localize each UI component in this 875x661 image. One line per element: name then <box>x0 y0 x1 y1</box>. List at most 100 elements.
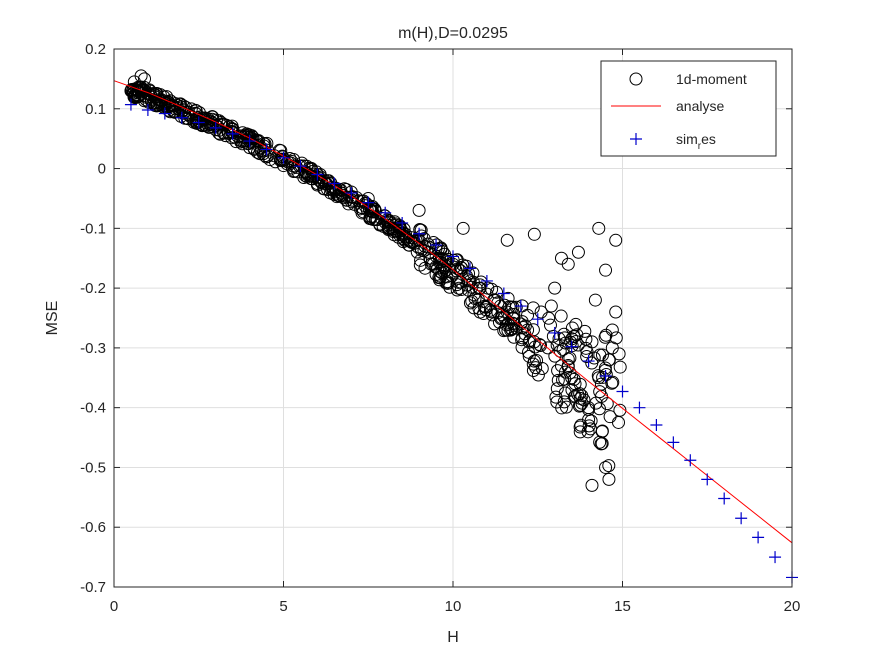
scatter-point <box>598 330 612 344</box>
sim-point <box>124 98 137 111</box>
scatter-point <box>585 356 599 370</box>
scatter-point <box>605 341 619 355</box>
scatter-point <box>541 341 555 355</box>
y-tick-label: -0.6 <box>80 519 106 536</box>
scatter-point <box>569 335 583 349</box>
sim-point <box>548 326 561 339</box>
scatter-point <box>324 186 338 200</box>
scatter-point <box>582 401 596 415</box>
sim-point <box>497 287 510 300</box>
sim-point <box>718 492 731 505</box>
scatter-point <box>182 108 196 122</box>
scatter-point <box>298 169 312 183</box>
sim-point <box>599 369 612 382</box>
scatter-point <box>548 281 562 295</box>
scatter-point <box>138 72 152 86</box>
legend-label-sim-tail: es <box>701 131 716 147</box>
y-tick-label: -0.1 <box>80 220 106 237</box>
legend-label-1d-moment: 1d-moment <box>676 71 747 87</box>
scatter-point <box>567 372 581 386</box>
scatter-point <box>527 354 541 368</box>
sim-point <box>430 239 443 252</box>
scatter-point <box>378 209 392 223</box>
scatter-point <box>599 263 613 277</box>
scatter-point <box>551 373 565 387</box>
scatter-point <box>141 87 155 101</box>
scatter-point <box>605 376 619 390</box>
scatter-point <box>609 305 623 319</box>
scatter-point <box>558 386 572 400</box>
scatter-point <box>263 153 277 167</box>
scatter-point <box>522 349 536 363</box>
scatter-point <box>599 460 613 474</box>
sim-point <box>311 168 324 181</box>
scatter-point <box>568 377 582 391</box>
scatter-point <box>276 150 290 164</box>
scatter-point <box>353 202 367 216</box>
sim-point <box>396 216 409 229</box>
scatter-point <box>613 360 627 374</box>
scatter-point <box>205 110 219 124</box>
legend-marker-plus <box>630 133 642 145</box>
ticks: 0 5 10 15 20 0.2 0.1 0 -0.1 -0.2 -0.3 -0.4 -0.5 -0.6 -… <box>80 41 800 615</box>
scatter-point <box>602 459 616 473</box>
scatter-point <box>589 396 603 410</box>
scatter-point <box>526 301 540 315</box>
scatter-point <box>414 253 428 267</box>
scatter-point <box>202 120 216 134</box>
scatter-point <box>456 221 470 235</box>
scatter-point <box>229 135 243 149</box>
scatter-point <box>321 182 335 196</box>
sim-point <box>226 127 239 140</box>
scatter-point <box>592 221 606 235</box>
y-tick-label: 0 <box>98 161 106 178</box>
sim-point <box>209 121 222 134</box>
scatter-point <box>197 113 211 127</box>
scatter-point <box>527 227 541 241</box>
scatter-point <box>450 278 464 292</box>
scatter-point <box>312 171 326 185</box>
scatter-point <box>432 251 446 265</box>
scatter-point <box>585 335 599 349</box>
y-tick-label: -0.3 <box>80 340 106 357</box>
scatter-point <box>529 361 543 375</box>
scatter-point <box>479 300 493 314</box>
scatter-point <box>468 292 482 306</box>
sim-point <box>345 187 358 200</box>
sim-point <box>192 116 205 129</box>
scatter-point <box>253 147 267 161</box>
scatter-point <box>497 324 511 338</box>
scatter-point <box>492 315 506 329</box>
scatter-point <box>422 245 436 259</box>
sim-point <box>413 227 426 240</box>
scatter-point <box>473 278 487 292</box>
scatter-point <box>521 323 535 337</box>
scatter-point <box>526 364 540 378</box>
scatter-point <box>550 395 564 409</box>
scatter-point <box>565 371 579 385</box>
scatter-point <box>580 349 594 363</box>
scatter-point <box>567 329 581 343</box>
scatter-point <box>367 202 381 216</box>
scatter-point <box>297 171 311 185</box>
scatter-point <box>134 69 148 83</box>
scatter-point <box>317 173 331 187</box>
sim-point <box>582 355 595 368</box>
scatter-point <box>148 90 162 104</box>
scatter-point <box>535 361 549 375</box>
scatter-point <box>557 327 571 341</box>
scatter-point <box>246 132 260 146</box>
y-tick-label: -0.2 <box>80 280 106 297</box>
scatter-point <box>434 242 448 256</box>
sim-point <box>328 177 341 190</box>
x-tick-label: 5 <box>279 598 287 615</box>
scatter-point <box>500 233 514 247</box>
scatter-point <box>441 276 455 290</box>
scatter-point <box>585 478 599 492</box>
scatter-point <box>477 307 491 321</box>
scatter-point <box>500 318 514 332</box>
scatter-point <box>331 188 345 202</box>
scatter-point <box>544 299 558 313</box>
scatter-point <box>373 217 387 231</box>
